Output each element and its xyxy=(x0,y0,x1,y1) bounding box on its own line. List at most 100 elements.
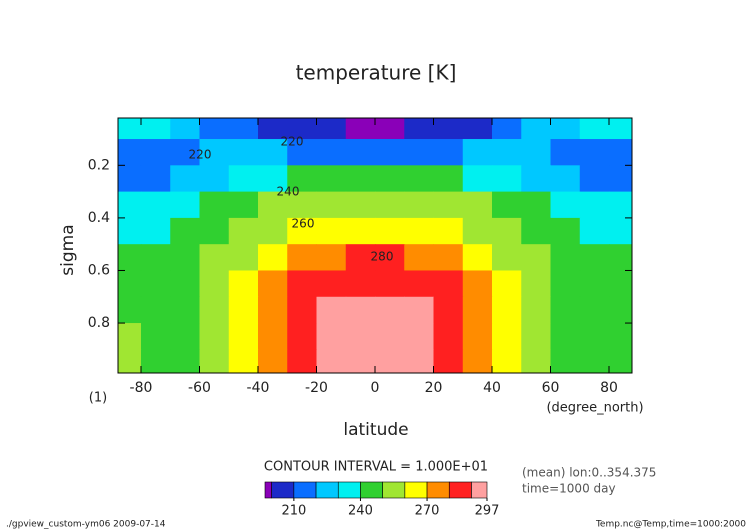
contour-cell xyxy=(433,323,464,350)
contour-cell xyxy=(433,165,464,193)
contour-cell xyxy=(462,270,493,298)
contour-cell xyxy=(433,296,464,324)
contour-cell xyxy=(287,244,317,271)
contour-cell xyxy=(550,349,581,374)
contour-cell xyxy=(404,217,435,245)
contour-cell xyxy=(550,244,581,271)
contour-cell xyxy=(257,270,288,298)
contour-cell xyxy=(375,191,405,219)
contour-cell xyxy=(170,118,200,140)
contour-cell xyxy=(521,118,552,140)
contour-cell xyxy=(228,323,259,350)
contour-cell xyxy=(609,139,633,166)
contour-cell xyxy=(462,349,493,374)
contour-cell xyxy=(404,349,435,374)
contour-cell xyxy=(550,217,581,245)
contour-cell xyxy=(579,296,610,324)
contour-cell xyxy=(257,296,288,324)
contour-cell xyxy=(140,244,171,271)
contour-cell xyxy=(170,244,200,271)
contour-cell xyxy=(433,191,464,219)
contour-cell xyxy=(199,270,230,298)
contour-cell xyxy=(199,118,230,140)
contour-cell xyxy=(118,191,142,219)
contour-cell xyxy=(433,270,464,298)
contour-cell xyxy=(199,165,230,193)
contour-cell xyxy=(316,323,347,350)
contour-cell xyxy=(199,349,230,374)
contour-cell xyxy=(257,118,288,140)
contour-cell xyxy=(492,323,522,350)
contour-cell xyxy=(404,118,435,140)
colorbar-box xyxy=(264,481,272,499)
footer-right: Temp.nc@Temp,time=1000:2000 xyxy=(595,520,746,530)
contour-cell xyxy=(579,270,610,298)
contour-cell xyxy=(287,118,317,140)
x-unit: (degree_north) xyxy=(546,401,643,416)
contour-cell xyxy=(345,217,376,245)
contour-cell xyxy=(521,349,552,374)
contour-cell xyxy=(287,296,317,324)
chart-title: temperature [K] xyxy=(296,61,457,85)
x-tick-label: -40 xyxy=(247,380,270,396)
contour-cell xyxy=(199,139,230,166)
contour-cell xyxy=(375,165,405,193)
contour-cell xyxy=(257,139,288,166)
colorbar-box xyxy=(382,481,406,499)
contour-cell xyxy=(462,217,493,245)
contour-cell xyxy=(609,165,633,193)
contour-cell xyxy=(433,118,464,140)
x-tick-label: -20 xyxy=(305,380,328,396)
contour-cell xyxy=(550,118,581,140)
contour-cell xyxy=(375,349,405,374)
contour-cell xyxy=(316,139,347,166)
contour-cell xyxy=(550,139,581,166)
colorbar-box xyxy=(293,481,317,499)
contour-label: 220 xyxy=(281,135,304,149)
contour-cell xyxy=(609,118,633,140)
contour-cell xyxy=(345,139,376,166)
contour-cell xyxy=(521,217,552,245)
y-unit: (1) xyxy=(89,391,107,406)
contour-cell xyxy=(199,323,230,350)
contour-cell xyxy=(316,244,347,271)
contour-cell xyxy=(404,191,435,219)
contour-cell xyxy=(579,349,610,374)
contour-cell xyxy=(521,139,552,166)
contour-cell xyxy=(462,118,493,140)
contour-cell xyxy=(140,349,171,374)
colorbar-box xyxy=(471,481,488,499)
contour-cell xyxy=(550,191,581,219)
contour-cell xyxy=(118,165,142,193)
contour-cell xyxy=(228,349,259,374)
contour-cell xyxy=(118,118,142,140)
contour-cell xyxy=(140,118,171,140)
contour-cell xyxy=(199,244,230,271)
colorbar-tick-label: 210 xyxy=(281,504,306,519)
contour-cell xyxy=(404,244,435,271)
y-tick-label: 0.8 xyxy=(88,315,110,331)
contour-cell xyxy=(228,270,259,298)
contour-cell xyxy=(404,270,435,298)
contour-cell xyxy=(118,139,142,166)
contour-cell xyxy=(492,191,522,219)
contour-cell xyxy=(287,323,317,350)
contour-cell xyxy=(462,323,493,350)
contour-cell xyxy=(118,217,142,245)
contour-cell xyxy=(579,139,610,166)
contour-cell xyxy=(316,165,347,193)
x-axis-label: latitude xyxy=(343,420,408,440)
x-tick-label: 80 xyxy=(600,380,618,396)
contour-cell xyxy=(375,323,405,350)
x-tick-label: 60 xyxy=(542,380,560,396)
colorbar-box xyxy=(448,481,472,499)
contour-cell xyxy=(140,270,171,298)
colorbar-tick-label: 270 xyxy=(415,504,440,519)
x-tick-label: 0 xyxy=(371,380,380,396)
colorbar-box xyxy=(426,481,450,499)
contour-cell xyxy=(375,118,405,140)
contour-cell xyxy=(521,165,552,193)
contour-cell xyxy=(521,270,552,298)
contour-cell xyxy=(228,139,259,166)
